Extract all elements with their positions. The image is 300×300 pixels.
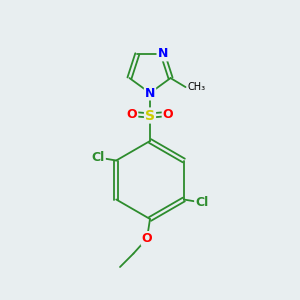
Text: CH₃: CH₃	[187, 82, 205, 92]
Text: Cl: Cl	[195, 196, 208, 209]
Text: Cl: Cl	[92, 151, 105, 164]
Text: O: O	[127, 107, 137, 121]
Text: O: O	[163, 107, 173, 121]
Text: O: O	[142, 232, 152, 245]
Text: N: N	[145, 86, 155, 100]
Text: N: N	[158, 47, 168, 60]
Text: S: S	[145, 109, 155, 122]
